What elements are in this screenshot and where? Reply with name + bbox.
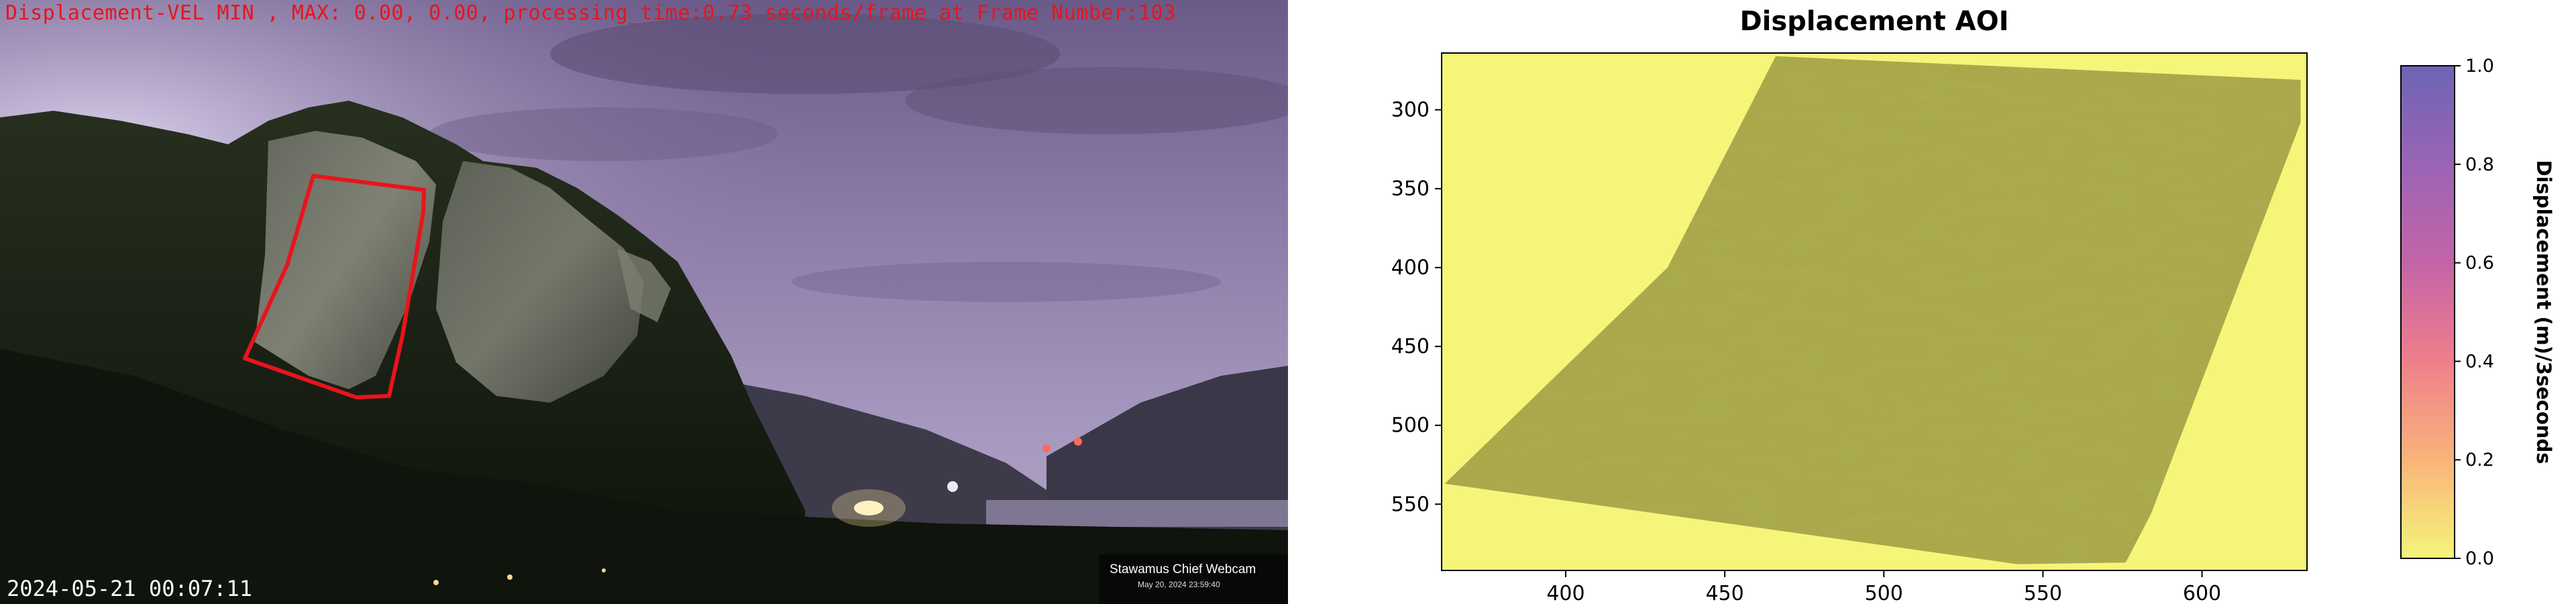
colorbar-gradient bbox=[2400, 65, 2455, 559]
x-tick-label: 450 bbox=[1705, 582, 1743, 604]
watermark-title: Stawamus Chief Webcam bbox=[1110, 562, 1256, 576]
webcam-image-panel: Displacement-VEL MIN , MAX: 0.00, 0.00, … bbox=[0, 0, 1288, 604]
plot-frame bbox=[1441, 52, 2308, 571]
colorbar-label: Displacement (m)/3seconds bbox=[2532, 160, 2555, 464]
colorbar-tick-label: 1.0 bbox=[2465, 56, 2494, 77]
y-tick-label: 450 bbox=[1391, 335, 1430, 358]
y-tick-label: 500 bbox=[1391, 414, 1430, 438]
displacement-chart: Displacement AOI 400 450 500 550 600 300 350 4… bbox=[1391, 6, 2555, 604]
colorbar-tick-label: 0.6 bbox=[2465, 253, 2494, 274]
colorbar-tick-label: 0.2 bbox=[2465, 450, 2494, 470]
processing-status-text: Displacement-VEL MIN , MAX: 0.00, 0.00, … bbox=[5, 1, 1176, 25]
colorbar-tick-label: 0.4 bbox=[2465, 351, 2494, 372]
x-tick-label: 600 bbox=[2183, 582, 2221, 604]
y-tick-label: 350 bbox=[1391, 177, 1430, 201]
y-tick-label: 550 bbox=[1391, 493, 1430, 516]
colorbar-tick-label: 0.8 bbox=[2465, 154, 2494, 175]
webcam-photo bbox=[0, 0, 1288, 604]
aoi-outline bbox=[243, 174, 426, 399]
watermark-date: May 20, 2024 23:59:40 bbox=[1138, 580, 1220, 589]
colorbar-tick-label: 0.0 bbox=[2465, 548, 2494, 569]
chart-title: Displacement AOI bbox=[1739, 6, 2008, 37]
x-tick-label: 500 bbox=[1865, 582, 1903, 604]
x-axis: 400 450 500 550 600 bbox=[1546, 570, 2221, 604]
y-axis: 300 350 400 450 500 550 bbox=[1391, 99, 1442, 516]
timestamp-text: 2024-05-21 00:07:11 bbox=[7, 576, 253, 601]
watermark-box bbox=[1099, 554, 1288, 604]
colorbar: 0.0 0.2 0.4 0.6 0.8 1.0 Displacement (m)/3sec… bbox=[2400, 56, 2555, 569]
x-tick-label: 400 bbox=[1546, 582, 1585, 604]
plot-area bbox=[1441, 52, 2308, 571]
displacement-chart-panel: Displacement AOI 400 450 500 550 600 300 350 4… bbox=[1288, 0, 2576, 604]
y-tick-label: 400 bbox=[1391, 256, 1430, 280]
x-tick-label: 550 bbox=[2024, 582, 2062, 604]
y-tick-label: 300 bbox=[1391, 99, 1430, 122]
